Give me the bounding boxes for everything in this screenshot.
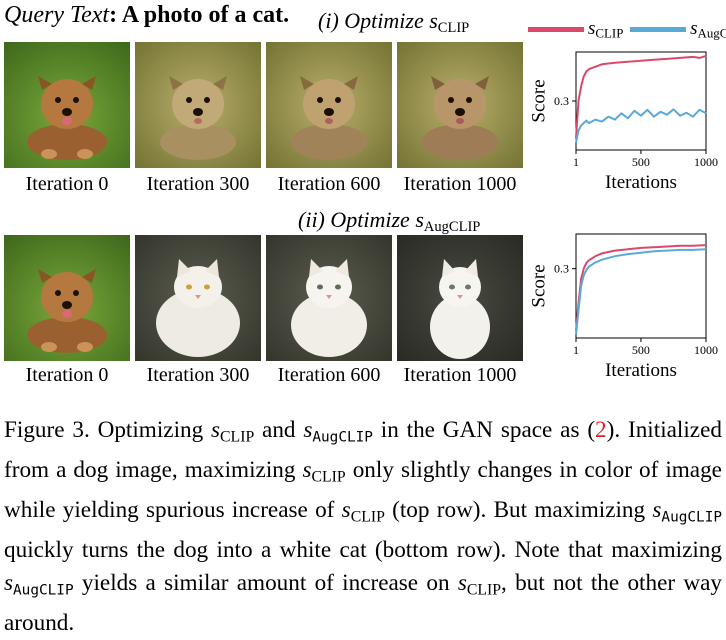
photo-row2-iter300 [135,235,261,361]
caption-sub-5: AugCLIP [661,509,723,526]
photo-row1-iter1000 [397,42,523,168]
caption-var-4: s [341,496,351,523]
legend-augclip-sub: AugCLIP [697,25,726,41]
row2-title-prefix: (ii) Optimize [298,207,416,232]
chart-top-svg: 1 500 1000 0.3 Iterations Score [528,51,718,193]
caption-ref-open: ( [587,417,596,443]
caption-equation-ref[interactable]: 2 [595,417,607,443]
row1-label-0: Iteration 0 [25,173,109,195]
cat-image [135,235,261,361]
y-axis-label: Score [528,79,549,122]
photo-row1-iter300 [135,42,261,168]
x-tick-label: 1 [573,155,579,169]
chart-bottom-svg: 1 500 1000 0.3 Iterations Score [528,233,718,381]
photo-row2-iter0 [4,235,130,361]
figure-caption: Figure 3. Optimizing sCLIP and sAugCLIP … [4,414,722,640]
chart-top: 1 500 1000 0.3 Iterations Score [526,44,722,203]
caption-sub-4: CLIP [350,508,385,526]
row2-title-sub: AugCLIP [423,219,481,236]
caption-text-3: in the GAN space as [372,417,588,443]
dog-image [4,42,130,168]
x-axis-label: Iterations [605,172,677,193]
legend-swatch-augclip [630,27,687,33]
legend-clip-var: s [588,18,596,39]
caption-sub-3: CLIP [311,468,346,486]
series-line-clip [575,244,707,332]
query-sep: : [109,2,122,28]
dog-image [266,42,392,168]
x-tick-label: 500 [632,343,650,357]
chart-bottom: 1 500 1000 0.3 Iterations Score [526,226,722,393]
row2-title: (ii) Optimize sAugCLIP [298,207,480,240]
caption-sub-1: CLIP [220,428,255,446]
x-tick-label: 1000 [694,155,718,169]
row2-label-2: Iteration 600 [277,364,381,386]
x-tick-label: 500 [632,155,650,169]
series-line-augclip [575,108,707,143]
caption-text-2: and [254,417,304,443]
row2-label-0: Iteration 0 [25,364,109,386]
x-tick-label: 1000 [694,343,718,357]
row1-title-sub: CLIP [437,20,470,37]
photo-row1-iter600 [266,42,392,168]
row2-label-3: Iteration 1000 [403,364,517,386]
caption-ref-close: ). [606,417,621,443]
caption-sub-7: CLIP [466,581,502,599]
row1-label-1: Iteration 300 [146,173,250,195]
caption-text-5: only slightly changes in color of image … [4,457,722,523]
y-axis-label: Score [528,264,549,307]
query-text: Query Text: A photo of a cat. [4,0,289,30]
cat-image [397,235,523,361]
row2-label-1: Iteration 300 [146,364,250,386]
row1-title-prefix: (i) Optimize [318,8,430,33]
photo-row1-iter0 [4,42,130,168]
y-tick-label: 0.3 [554,94,569,108]
dog-image [4,235,130,361]
legend-swatch-clip [528,27,584,33]
legend-augclip-var: s [690,18,698,39]
caption-var-2: s [303,417,313,443]
query-value: A photo of a cat. [121,2,290,28]
caption-var-7: s [457,570,467,597]
row1-title: (i) Optimize sCLIP [318,8,469,41]
row1-label-2: Iteration 600 [277,173,381,195]
photo-row2-iter600 [266,235,392,361]
series-line-augclip [575,248,707,335]
y-tick-label: 0.3 [554,262,569,276]
dog-image [397,42,523,168]
caption-sub-2: AugCLIP [312,429,373,446]
dog-image [135,42,261,168]
query-label: Query Text [4,2,110,28]
cat-image [266,235,392,361]
row1-title-var: s [429,8,438,33]
caption-var-6: s [4,570,14,597]
photo-row2-iter1000 [397,235,523,361]
row1-label-3: Iteration 1000 [403,173,517,195]
legend: sCLIP sAugCLIP [528,17,726,46]
x-tick-label: 1 [573,343,579,357]
x-axis-label: Iterations [605,360,677,381]
caption-text-6: (top row). But maximizing [384,496,653,523]
caption-var-5: s [652,496,662,523]
caption-text-4: Initialized from a dog image, maximizing [4,417,722,484]
row2-title-var: s [415,207,424,232]
series-line-clip [575,54,707,138]
legend-clip-sub: CLIP [595,25,624,41]
caption-var-3: s [302,457,312,484]
caption-text-1: Figure 3. Optimizing [4,417,212,443]
caption-text-7: quickly turns the dog into a white cat (… [4,537,722,564]
caption-text-8: yields a similar amount of increase on [73,570,458,597]
caption-var-1: s [211,417,221,443]
caption-sub-6: AugCLIP [13,582,74,599]
